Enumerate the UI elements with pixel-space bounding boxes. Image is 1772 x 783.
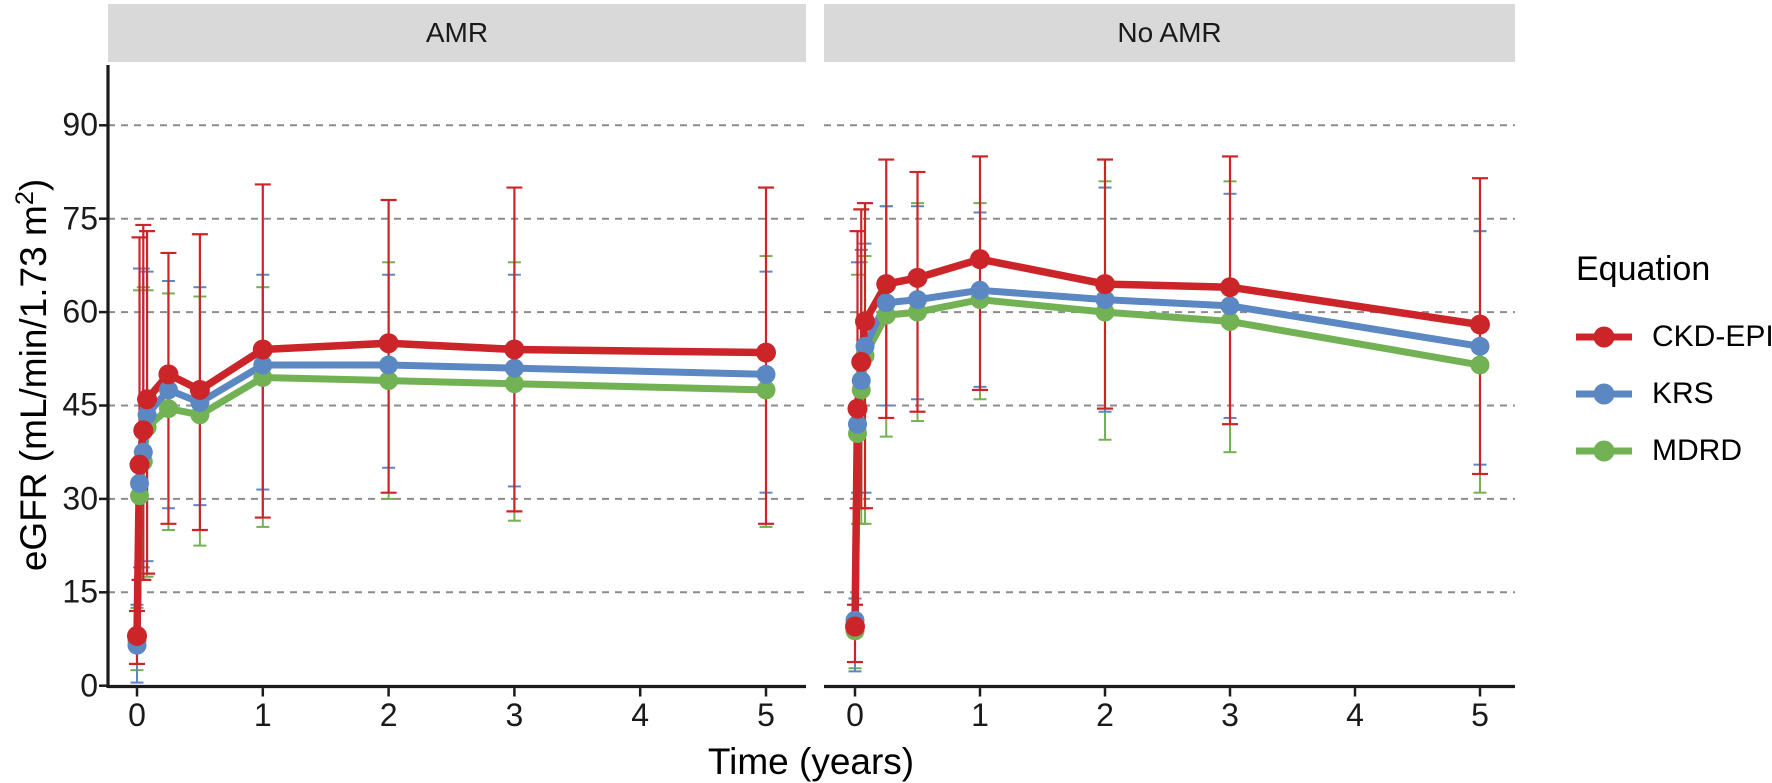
data-point (379, 371, 399, 391)
data-point (378, 333, 399, 354)
x-tick-label: 2 (1096, 697, 1114, 733)
x-tick-label: 2 (379, 697, 398, 733)
legend-entry-krs: KRS (1576, 374, 1772, 414)
x-axis-title: Time (years) (707, 741, 915, 782)
x-tick-label: 5 (757, 697, 775, 733)
series-points-ckd-epi (845, 249, 1490, 637)
data-point (970, 280, 990, 300)
legend: Equation CKD-EPI KRS MDRD (1576, 250, 1772, 488)
data-point (129, 454, 150, 475)
data-point (253, 355, 273, 375)
x-tick-label: 3 (1221, 697, 1239, 733)
error-bars-krs (848, 186, 1487, 673)
x-tick-label: 3 (505, 697, 524, 733)
data-point (137, 405, 157, 425)
panel-no-amr (824, 124, 1515, 697)
y-tick-label: 75 (62, 200, 98, 237)
facet-strip-no-amr: No AMR (824, 4, 1515, 62)
data-point (1220, 296, 1240, 316)
data-point (504, 339, 525, 360)
data-point (1470, 314, 1490, 335)
data-point (379, 355, 399, 375)
data-point (847, 398, 868, 419)
data-point (158, 380, 178, 400)
data-point (133, 420, 154, 441)
facet-strip-no-amr-label: No AMR (1117, 17, 1222, 48)
data-point (1220, 277, 1240, 298)
data-point (855, 336, 875, 356)
data-point (907, 267, 928, 288)
series-line-krs (133, 361, 767, 646)
legend-key-mdrd (1576, 440, 1632, 462)
data-point (756, 342, 776, 363)
data-point (848, 414, 867, 434)
legend-key-krs (1576, 383, 1632, 405)
legend-entry-mdrd: MDRD (1576, 431, 1772, 471)
y-tick-label: 45 (62, 386, 98, 423)
facet-strip-amr: AMR (108, 4, 806, 62)
y-tick-label: 0 (80, 667, 98, 704)
error-bars-mdrd (130, 255, 773, 672)
data-point (876, 293, 896, 313)
x-tick-label: 4 (1346, 697, 1364, 733)
data-point (127, 625, 147, 646)
series-line-mdrd (851, 296, 1481, 631)
y-tick-label: 90 (62, 106, 98, 143)
facet-strip-amr-label: AMR (425, 17, 489, 48)
series-points-krs (845, 280, 1490, 630)
data-point (158, 399, 178, 419)
error-bars-ckd-epi (847, 155, 1488, 664)
x-tick-label: 1 (253, 697, 272, 733)
data-point (504, 358, 524, 378)
y-tick-label: 15 (62, 573, 98, 610)
series-line-krs (851, 286, 1481, 621)
series-points-mdrd (845, 290, 1490, 641)
data-point (189, 379, 210, 400)
data-point (137, 389, 158, 410)
data-point (252, 339, 273, 360)
legend-title: Equation (1576, 250, 1711, 288)
x-tick-label: 0 (128, 697, 146, 733)
data-point (1220, 311, 1240, 331)
data-point (851, 351, 872, 372)
data-point (855, 311, 875, 332)
data-point (851, 371, 871, 391)
data-point (970, 249, 990, 270)
x-tick-label: 0 (846, 697, 864, 733)
data-point (1095, 274, 1115, 295)
error-bars-mdrd (848, 180, 1487, 670)
y-tick-label: 60 (62, 293, 98, 330)
y-axis-title-close: ) (13, 178, 55, 192)
legend-label-krs: KRS (1652, 377, 1714, 410)
data-point (845, 616, 865, 637)
y-axis-title-superscript: 2 (10, 191, 39, 206)
data-point (158, 364, 179, 385)
series-points-krs (127, 355, 776, 655)
x-tick-label: 5 (1471, 697, 1489, 733)
series-line-mdrd (133, 373, 767, 641)
data-point (1095, 290, 1115, 310)
data-point (130, 473, 150, 493)
x-tick-label: 1 (971, 697, 989, 733)
legend-key-ckd-epi (1576, 326, 1632, 348)
panel-amr (108, 124, 806, 697)
data-point (756, 380, 776, 400)
error-bars-krs (130, 267, 773, 684)
series-points-ckd-epi (127, 333, 776, 646)
legend-entry-ckd-epi: CKD-EPI (1576, 317, 1772, 357)
data-point (1470, 355, 1490, 375)
data-point (504, 374, 524, 394)
data-point (756, 364, 776, 384)
data-point (908, 290, 927, 310)
y-tick-label: 30 (62, 480, 98, 517)
series-points-mdrd (127, 367, 776, 651)
legend-label-ckd-epi: CKD-EPI (1652, 320, 1772, 353)
data-point (876, 274, 897, 295)
legend-label-mdrd: MDRD (1652, 434, 1742, 467)
x-tick-label: 4 (631, 697, 650, 733)
data-point (1470, 336, 1490, 356)
